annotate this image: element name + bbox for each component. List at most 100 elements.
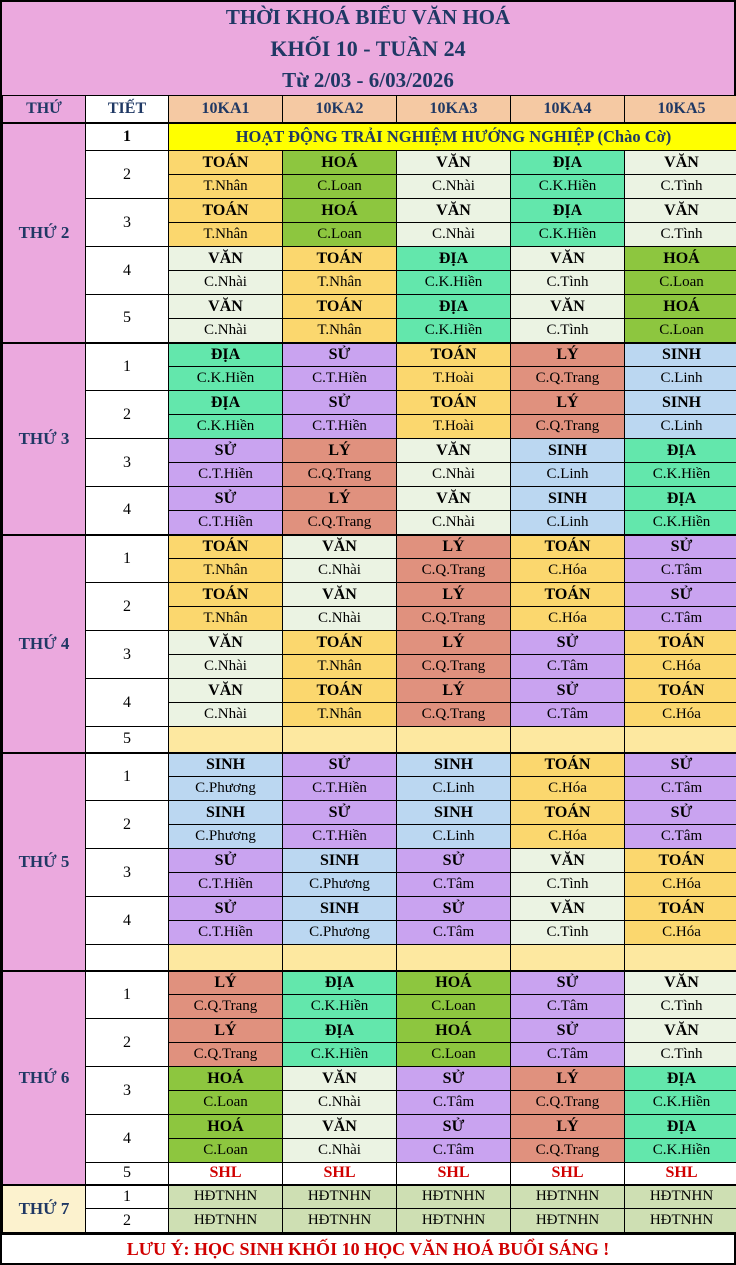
subject-cell: TOÁN: [283, 679, 397, 703]
subject-cell: TOÁN: [397, 343, 511, 367]
teacher-cell: C.Q.Trang: [511, 415, 625, 439]
teacher-cell: C.Nhài: [169, 655, 283, 679]
empty-cell: [169, 727, 283, 753]
teacher-cell: C.Phương: [283, 873, 397, 897]
teacher-cell: C.Hóa: [511, 825, 625, 849]
period-cell: 1: [86, 123, 169, 151]
period-cell: 1: [86, 343, 169, 391]
period-cell: 3: [86, 631, 169, 679]
teacher-cell: C.Nhài: [283, 607, 397, 631]
subject-cell: ĐỊA: [625, 1067, 736, 1091]
empty-cell: [511, 727, 625, 753]
teacher-cell: C.Tâm: [625, 559, 736, 583]
teacher-cell: C.K.Hiền: [397, 271, 511, 295]
period-cell: 2: [86, 801, 169, 849]
hdtnhn-cell: HĐTNHN: [283, 1209, 397, 1233]
teacher-cell: C.T.Hiền: [283, 415, 397, 439]
teacher-cell: C.Q.Trang: [283, 511, 397, 535]
subject-cell: SỬ: [283, 801, 397, 825]
teacher-cell: C.Tâm: [397, 921, 511, 945]
period-cell: 3: [86, 1067, 169, 1115]
subject-cell: VĂN: [625, 199, 736, 223]
teacher-cell: C.Phương: [169, 825, 283, 849]
subject-cell: VĂN: [511, 897, 625, 921]
period-cell: 2: [86, 1209, 169, 1233]
subject-cell: TOÁN: [511, 583, 625, 607]
teacher-cell: C.Linh: [511, 511, 625, 535]
subject-cell: SỬ: [397, 897, 511, 921]
subject-cell: TOÁN: [169, 199, 283, 223]
subject-cell: VĂN: [511, 849, 625, 873]
teacher-cell: C.K.Hiền: [625, 511, 736, 535]
subject-cell: HOÁ: [625, 295, 736, 319]
subject-cell: TOÁN: [511, 801, 625, 825]
subject-cell: LÝ: [283, 487, 397, 511]
teacher-cell: C.T.Hiền: [169, 463, 283, 487]
subject-cell: ĐỊA: [625, 439, 736, 463]
page-title: THỜI KHOÁ BIỂU VĂN HOÁ: [2, 2, 734, 33]
teacher-cell: C.Linh: [625, 415, 736, 439]
period-cell: 4: [86, 247, 169, 295]
subject-cell: TOÁN: [169, 583, 283, 607]
teacher-cell: C.Linh: [511, 463, 625, 487]
subject-cell: TOÁN: [283, 631, 397, 655]
teacher-cell: C.Hóa: [511, 777, 625, 801]
subject-cell: ĐỊA: [397, 295, 511, 319]
teacher-cell: C.T.Hiền: [169, 921, 283, 945]
subject-cell: SỬ: [625, 535, 736, 559]
subject-cell: SỬ: [169, 897, 283, 921]
subtitle-date-range: Từ 2/03 - 6/03/2026: [2, 65, 734, 95]
teacher-cell: C.T.Hiền: [283, 825, 397, 849]
teacher-cell: C.Linh: [397, 777, 511, 801]
subject-cell: SINH: [511, 487, 625, 511]
hdtnhn-cell: HĐTNHN: [511, 1185, 625, 1209]
teacher-cell: C.Hóa: [625, 873, 736, 897]
teacher-cell: C.Nhài: [397, 175, 511, 199]
col-header-class-5: 10KA5: [625, 96, 736, 123]
teacher-cell: T.Nhân: [283, 271, 397, 295]
teacher-cell: C.Q.Trang: [511, 1139, 625, 1163]
subject-cell: VĂN: [283, 1067, 397, 1091]
subject-cell: HOÁ: [625, 247, 736, 271]
subject-cell: LÝ: [169, 1019, 283, 1043]
teacher-cell: C.Nhài: [169, 319, 283, 343]
teacher-cell: C.K.Hiền: [283, 1043, 397, 1067]
teacher-cell: C.K.Hiền: [169, 367, 283, 391]
period-cell: 2: [86, 1019, 169, 1067]
subject-cell: VĂN: [625, 971, 736, 995]
period-cell: 1: [86, 971, 169, 1019]
subject-cell: VĂN: [397, 439, 511, 463]
teacher-cell: C.Nhài: [397, 511, 511, 535]
teacher-cell: T.Nhân: [283, 319, 397, 343]
subject-cell: TOÁN: [283, 295, 397, 319]
subject-cell: TOÁN: [625, 897, 736, 921]
teacher-cell: T.Nhân: [169, 607, 283, 631]
empty-cell: [283, 727, 397, 753]
hdtnhn-cell: HĐTNHN: [169, 1185, 283, 1209]
teacher-cell: C.K.Hiền: [397, 319, 511, 343]
teacher-cell: C.K.Hiền: [511, 223, 625, 247]
subject-cell: LÝ: [397, 583, 511, 607]
teacher-cell: C.T.Hiền: [169, 873, 283, 897]
subject-cell: SINH: [283, 897, 397, 921]
subject-cell: VĂN: [283, 535, 397, 559]
subject-cell: VĂN: [283, 1115, 397, 1139]
teacher-cell: C.Q.Trang: [169, 995, 283, 1019]
teacher-cell: C.Hóa: [625, 921, 736, 945]
empty-row: 5: [3, 727, 736, 753]
subject-cell: VĂN: [397, 151, 511, 175]
teacher-cell: C.K.Hiền: [625, 1139, 736, 1163]
teacher-cell: C.Phương: [283, 921, 397, 945]
subject-cell: ĐỊA: [283, 971, 397, 995]
teacher-cell: C.Tâm: [511, 655, 625, 679]
period-cell: 2: [86, 391, 169, 439]
subject-cell: TOÁN: [397, 391, 511, 415]
teacher-cell: C.Linh: [625, 367, 736, 391]
subject-cell: SỬ: [625, 801, 736, 825]
teacher-cell: C.Tình: [625, 175, 736, 199]
